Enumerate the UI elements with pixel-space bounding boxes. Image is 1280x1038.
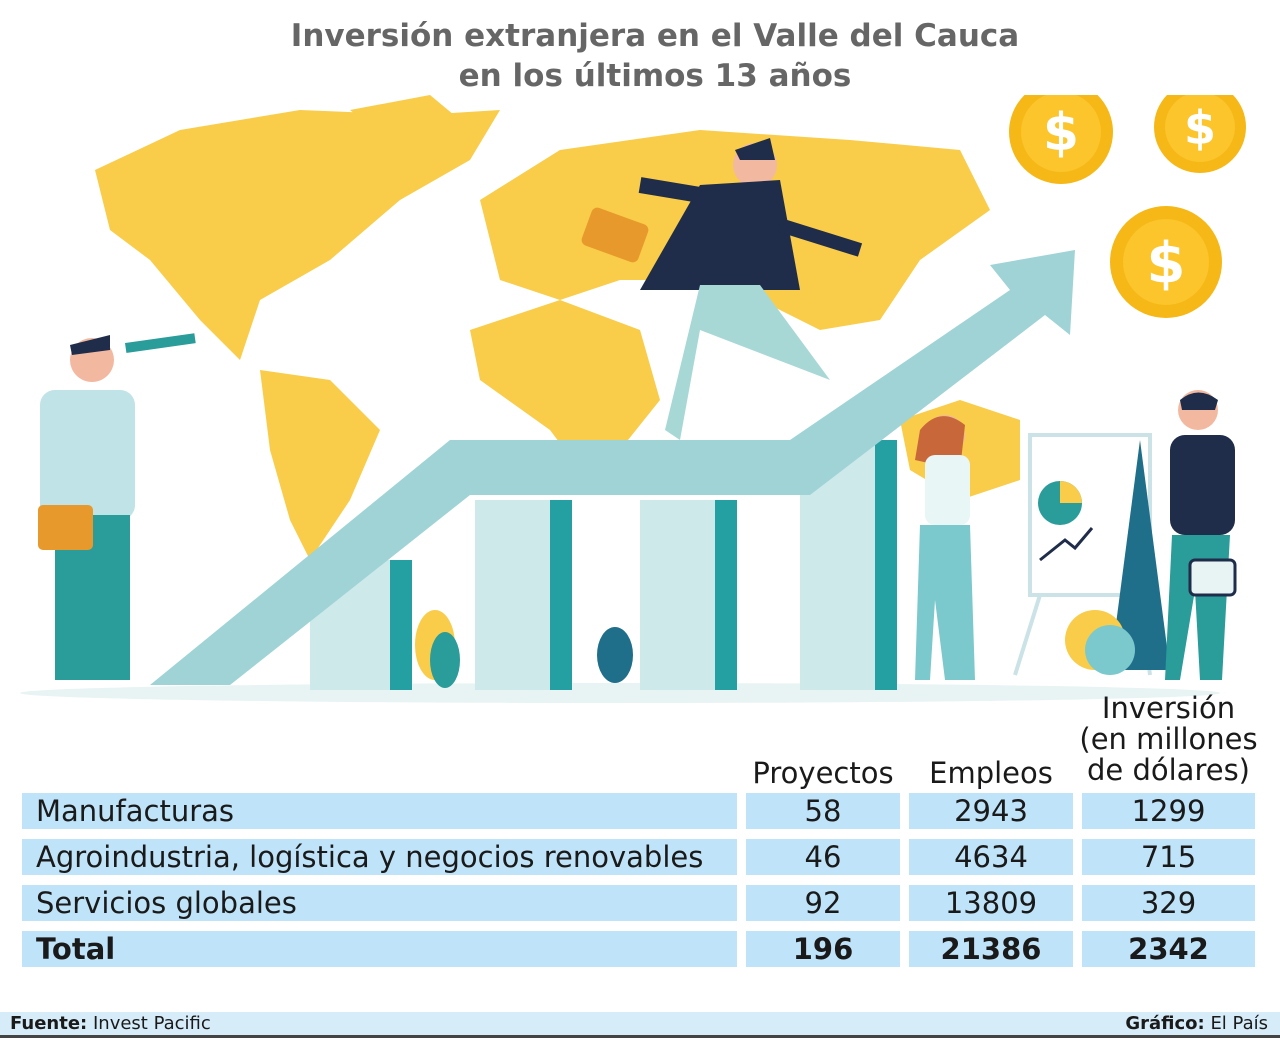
row-label: Servicios globales	[22, 885, 737, 921]
person-presenter	[1165, 390, 1237, 680]
row-label: Manufacturas	[22, 793, 737, 829]
cell-empleos: 2943	[909, 793, 1073, 829]
credit: Gráfico: El País	[1125, 1012, 1268, 1036]
header-empleos: Empleos	[909, 758, 1073, 789]
footer-bar: Fuente: Invest Pacific Gráfico: El País	[0, 1012, 1280, 1038]
person-telescope	[38, 333, 196, 680]
person-woman	[915, 415, 975, 680]
header-text: (en millones	[1079, 722, 1258, 756]
person-running	[581, 138, 863, 440]
investment-illustration: $ $ $	[20, 95, 1246, 703]
chart-title: Inversión extranjera en el Valle del Cau…	[0, 16, 1280, 96]
world-map	[95, 95, 1020, 560]
cell-empleos: 4634	[909, 839, 1073, 875]
row-label: Total	[22, 931, 737, 967]
growth-bars	[310, 440, 897, 690]
header-proyectos: Proyectos	[746, 758, 900, 789]
credit-label: Gráfico:	[1125, 1013, 1205, 1034]
source: Fuente: Invest Pacific	[10, 1012, 211, 1036]
source-label: Fuente:	[10, 1013, 88, 1034]
dollar-sign: $	[1147, 231, 1186, 296]
cell-proyectos: 58	[746, 793, 900, 829]
cell-inversion: 2342	[1082, 931, 1255, 967]
dollar-sign: $	[1043, 103, 1079, 163]
cell-empleos: 13809	[909, 885, 1073, 921]
header-inversion: Inversión (en millones de dólares)	[1070, 693, 1267, 786]
cell-proyectos: 92	[746, 885, 900, 921]
cell-proyectos: 46	[746, 839, 900, 875]
growth-arrow	[150, 250, 1075, 685]
cell-inversion: 329	[1082, 885, 1255, 921]
cell-empleos: 21386	[909, 931, 1073, 967]
table-row: Agroindustria, logística y negocios reno…	[22, 839, 1256, 875]
source-value: Invest Pacific	[92, 1013, 211, 1034]
table-row: Servicios globales 92 13809 329	[22, 885, 1256, 921]
header-text: Inversión	[1101, 691, 1236, 725]
header-text: de dólares)	[1087, 753, 1250, 787]
coins: $ $ $	[1009, 95, 1246, 318]
ground-shadow	[20, 683, 1220, 703]
table-row: Manufacturas 58 2943 1299	[22, 793, 1256, 829]
cell-inversion: 1299	[1082, 793, 1255, 829]
credit-value: El País	[1210, 1013, 1268, 1034]
title-line-1: Inversión extranjera en el Valle del Cau…	[290, 18, 1020, 54]
header-text: Proyectos	[752, 756, 894, 790]
table-row-total: Total 196 21386 2342	[22, 931, 1256, 967]
cell-proyectos: 196	[746, 931, 900, 967]
plants	[415, 610, 1135, 688]
presentation-board	[1013, 433, 1170, 676]
title-line-2: en los últimos 13 años	[458, 58, 852, 94]
row-label: Agroindustria, logística y negocios reno…	[22, 839, 737, 875]
header-text: Empleos	[929, 756, 1053, 790]
dollar-sign: $	[1184, 101, 1216, 155]
cell-inversion: 715	[1082, 839, 1255, 875]
